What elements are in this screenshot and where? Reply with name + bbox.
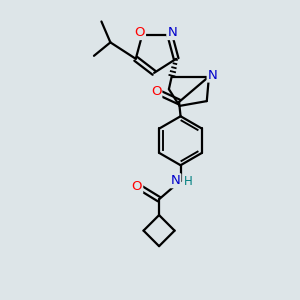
- Text: N: N: [171, 174, 180, 187]
- Text: N: N: [208, 68, 218, 82]
- Text: O: O: [134, 26, 145, 39]
- Text: N: N: [167, 26, 177, 39]
- Text: O: O: [151, 85, 161, 98]
- Text: H: H: [184, 176, 192, 188]
- Text: O: O: [132, 180, 142, 193]
